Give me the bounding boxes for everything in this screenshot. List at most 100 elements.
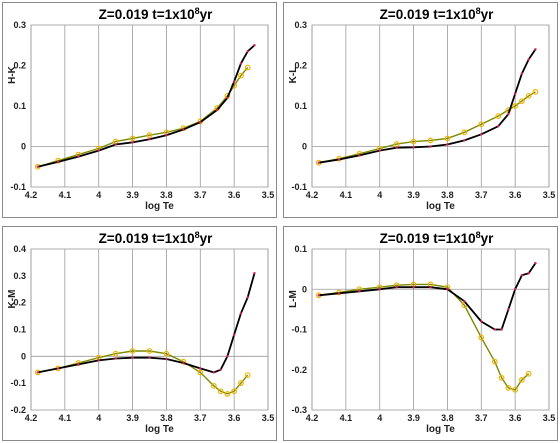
x-tick-label: 3.9 <box>407 413 420 423</box>
series-1-line-h-k <box>37 67 249 168</box>
series-0-point-13 <box>239 62 243 65</box>
x-tick-label: 3.7 <box>475 190 488 200</box>
series-0-point-1 <box>337 292 341 295</box>
series-1-line-k-m <box>37 350 249 395</box>
series-0-point-10 <box>493 328 497 331</box>
series-1-point-12 <box>505 384 512 391</box>
series-1-point-4 <box>112 350 119 357</box>
series-0-point-3 <box>97 359 100 362</box>
series-1-point-7 <box>444 135 451 142</box>
series-0-point-4 <box>114 143 117 146</box>
x-tick-label: 4.2 <box>25 413 38 423</box>
series-0-line-k-l <box>318 48 537 164</box>
series-1-point-11 <box>498 374 505 381</box>
chart-title: Z=0.019 t=1x108yr <box>380 6 495 22</box>
x-tick-label: 3.6 <box>509 190 522 200</box>
series-0-point-14 <box>246 50 249 53</box>
series-1-point-7 <box>163 350 170 357</box>
x-tick-label: 3.7 <box>194 190 207 200</box>
series-1-point-4 <box>393 141 400 147</box>
series-0-point-6 <box>148 138 151 141</box>
x-tick-label: 3.7 <box>475 413 488 423</box>
series-0-point-14 <box>239 312 243 315</box>
chart-title-superscript: 8 <box>476 6 481 16</box>
series-0-point-11 <box>219 368 222 371</box>
y-tick-label: 0.3 <box>294 20 307 30</box>
series-1-point-13 <box>519 98 525 105</box>
y-tick-label: 0.4 <box>13 244 26 254</box>
y-tick-label: 0.2 <box>13 61 26 71</box>
chart-panel-l-m: Z=0.019 t=1x108yr -0.3 -0.2 -0.1 0 0.1 4.2 4.1 4… <box>283 226 558 441</box>
y-tick-label: 0.2 <box>294 61 307 71</box>
series-0-point-4 <box>114 357 117 360</box>
x-tick-label: 3.8 <box>441 413 454 423</box>
plot-area <box>311 248 550 411</box>
series-1-point-6 <box>146 132 153 139</box>
x-tick-label: 4.1 <box>59 413 72 423</box>
y-axis-label: K-M <box>7 290 18 309</box>
x-axis-label: log Te <box>426 424 455 435</box>
series-0-point-6 <box>429 286 432 289</box>
y-tick-label: -0.1 <box>10 378 26 388</box>
x-tick-label: 4.2 <box>306 413 319 423</box>
series-0-point-3 <box>378 149 381 152</box>
y-tick-label: -0.1 <box>291 325 307 335</box>
series-0-point-5 <box>412 146 415 149</box>
series-0-point-12 <box>232 80 236 83</box>
series-0-point-8 <box>463 300 466 303</box>
series-1-point-9 <box>478 121 485 128</box>
series-1-point-6 <box>427 137 434 144</box>
series-1-point-9 <box>478 334 485 341</box>
x-tick-label: 3.9 <box>407 190 420 200</box>
y-tick-label: 0.3 <box>13 20 26 30</box>
series-0-point-7 <box>165 133 168 137</box>
series-1-point-13 <box>238 72 244 79</box>
x-tick-label: 4.1 <box>340 190 353 200</box>
series-0-point-1 <box>337 158 341 161</box>
y-tick-label: 0.1 <box>13 101 26 111</box>
x-tick-label: 3.6 <box>228 190 241 200</box>
series-1-point-11 <box>217 388 224 395</box>
x-tick-label: 3.9 <box>126 413 139 423</box>
y-tick-label: 0.3 <box>13 271 26 281</box>
chart-panel-k-m: Z=0.019 t=1x108yr -0.2 -0.1 0 0.1 0.2 0.3 0.4 4.… <box>2 226 277 441</box>
y-axis-label: L-M <box>288 290 299 308</box>
series-0-line-h-k <box>37 44 256 168</box>
y-tick-label: 0 <box>21 351 26 361</box>
series-1-point-5 <box>129 348 136 354</box>
series-0-point-9 <box>480 133 483 136</box>
series-1-point-5 <box>129 135 136 142</box>
chart-title-main: Z=0.019 t=1x10 <box>380 231 476 246</box>
chart-title-superscript: 8 <box>195 230 200 240</box>
y-tick-label: 0 <box>21 142 26 152</box>
plot-area <box>311 24 550 188</box>
series-0-point-6 <box>429 145 432 148</box>
series-0-point-0 <box>317 294 320 297</box>
plot-area <box>30 24 269 188</box>
series-0-point-7 <box>446 288 449 291</box>
x-tick-label: 3.6 <box>228 413 241 423</box>
series-1-point-15 <box>532 88 539 95</box>
series-0-point-16 <box>534 261 537 265</box>
series-0-point-8 <box>182 128 185 131</box>
y-tick-label: 0.2 <box>13 298 26 308</box>
x-axis-label: log Te <box>145 424 174 435</box>
series-0-point-14 <box>520 273 524 277</box>
series-0-point-15 <box>246 296 249 299</box>
plot-area <box>30 248 269 411</box>
chart-title-main: Z=0.019 t=1x10 <box>99 7 195 22</box>
series-1-point-14 <box>519 376 525 383</box>
y-tick-label: 0.1 <box>294 244 307 254</box>
x-tick-label: 3.6 <box>509 413 522 423</box>
chart-title-tail: yr <box>481 231 495 246</box>
series-0-point-0 <box>36 371 39 374</box>
series-1-point-15 <box>525 370 532 377</box>
y-tick-label: -0.1 <box>291 182 307 192</box>
x-tick-label: 3.5 <box>543 190 556 200</box>
series-0-point-5 <box>131 356 134 359</box>
series-0-point-3 <box>97 149 100 152</box>
y-tick-label: 0 <box>302 142 307 152</box>
chart-title-tail: yr <box>200 231 214 246</box>
chart-title-tail: yr <box>481 7 495 22</box>
series-0-point-12 <box>226 355 229 358</box>
